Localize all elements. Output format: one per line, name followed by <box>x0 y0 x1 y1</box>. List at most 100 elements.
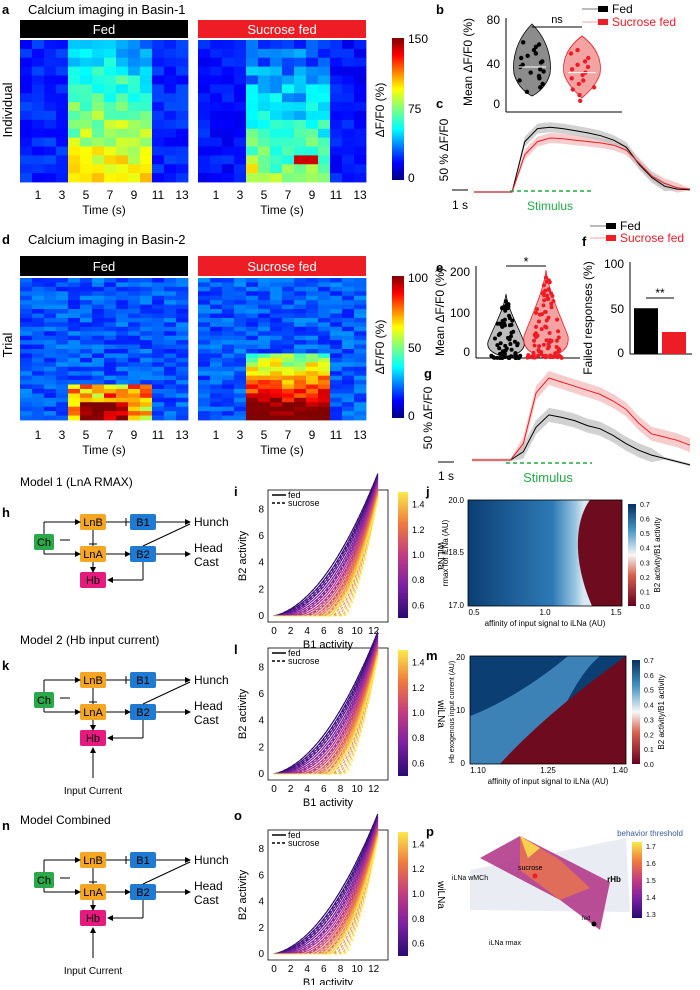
dot-b-fed <box>541 69 546 74</box>
heatmap-cell <box>128 119 141 130</box>
heatmap-cell <box>258 411 271 416</box>
heatmap-cell <box>80 75 93 85</box>
heatmap-cell <box>104 402 117 408</box>
heatmap-cell <box>318 119 331 130</box>
heatmap-cell <box>92 137 105 147</box>
heatmap-cell <box>80 322 93 328</box>
dot-e-sucrose <box>532 338 536 343</box>
curve-fed <box>274 640 379 775</box>
dot-e-sucrose <box>539 350 544 354</box>
heatmap-cell <box>128 406 141 412</box>
heatmap-cell <box>222 66 235 76</box>
cbar-tick: 1.3 <box>646 912 656 919</box>
heatmap-cell <box>56 146 69 156</box>
heatmap-cell <box>128 397 141 403</box>
heatmap-cell <box>20 304 33 310</box>
heatmap-cell <box>354 406 367 412</box>
heatmap-cell <box>92 155 105 165</box>
heatmap-cell <box>246 300 259 306</box>
heatmap-cell <box>128 173 141 183</box>
heatmap-cell <box>164 48 177 59</box>
heatmap-cell <box>152 102 165 112</box>
heatmap-cell <box>270 93 283 103</box>
heatmap-cell <box>20 146 33 156</box>
heatmap-cell <box>164 295 177 301</box>
heatmap-cell <box>176 344 189 350</box>
heatmap-cell <box>306 300 319 306</box>
heatmap-cell <box>282 291 295 297</box>
output-cast: Cast <box>194 893 219 907</box>
heatmap-cell <box>246 317 259 323</box>
heatmap-cell <box>176 349 189 354</box>
heatmap-cell <box>80 173 93 183</box>
heatmap-cell <box>306 282 319 288</box>
heatmap-cell <box>80 304 93 310</box>
heatmap-cell <box>68 66 81 76</box>
heatmap-cell <box>318 84 331 94</box>
sig-e: * <box>523 254 528 269</box>
heatmap-cell <box>56 335 69 341</box>
heatmap-cell <box>354 300 367 306</box>
dot-b-fed <box>533 51 539 56</box>
heatmap-cell <box>116 326 129 332</box>
heatmap-cell <box>116 304 129 310</box>
heatmap-cell <box>222 278 235 283</box>
heatmap-cell <box>32 282 45 288</box>
heatmap-cell <box>80 371 93 377</box>
xlabel-a-sucrose: Time (s) <box>260 203 304 217</box>
heatmap-cell <box>330 393 343 399</box>
heatmap-cell <box>330 415 343 421</box>
heatmap-cell <box>80 353 93 359</box>
curve-colorbar <box>398 832 408 956</box>
node-lna <box>80 704 106 720</box>
heatmap-basin1-sucrose <box>198 40 367 183</box>
heatmap-cell <box>128 57 141 68</box>
heatmap-cell <box>198 366 211 372</box>
heatmap-cell <box>342 357 355 363</box>
heatmap-cell <box>198 102 211 112</box>
heatmap-cell <box>152 340 165 345</box>
heatmap-cell <box>56 304 69 310</box>
heatmap-cell <box>306 402 319 408</box>
heatmap-cell <box>176 335 189 341</box>
cbar-tick: 0.0 <box>640 604 650 611</box>
panel-j-colorbar <box>628 504 636 606</box>
dot-e-sucrose <box>550 355 555 360</box>
heatmap-cell <box>318 335 331 341</box>
heatmap-cell <box>222 402 235 408</box>
curve-cbar-tick: 1.4 <box>412 658 425 668</box>
heatmap-cell <box>116 119 129 130</box>
heatmap-cell <box>164 146 177 156</box>
heatmap-cell <box>246 137 259 147</box>
heatmap-cell <box>354 66 367 76</box>
heatmap-cell <box>234 137 247 147</box>
heatmap-cell <box>198 415 211 421</box>
heatmap-cell <box>282 102 295 112</box>
dot-e-sucrose <box>549 338 554 343</box>
dot-b-fed <box>528 70 533 75</box>
heatmap-cell <box>68 102 81 112</box>
heatmap-cell <box>222 304 235 310</box>
heatmap-cell <box>80 40 93 50</box>
heatmap-cell <box>116 331 129 337</box>
heatmap-cell <box>104 173 117 183</box>
heatmap-d-ylabel: Trial <box>0 332 15 357</box>
time-ticks-d-fed: 1 3 5 7 9 11 13 <box>35 428 189 442</box>
heatmap-cell <box>44 40 57 50</box>
heatmap-cell <box>140 40 153 50</box>
heatmap-cell <box>210 340 223 345</box>
dot-e-fed <box>495 321 500 326</box>
heatmap-cell <box>20 349 33 354</box>
curve-cbar-label: wiLNa <box>435 699 446 728</box>
heatmap-cell <box>152 309 165 314</box>
heatmap-cell <box>56 75 69 85</box>
heatmap-cell <box>306 119 319 130</box>
heatmap-cell <box>20 75 33 85</box>
heatmap-cell <box>116 362 129 368</box>
cbar-tick: 0.6 <box>640 517 650 524</box>
heatmap-cell <box>270 406 283 412</box>
heatmap-cell <box>140 402 153 408</box>
heatmap-cell <box>80 335 93 341</box>
heatmap-cell <box>270 119 283 130</box>
